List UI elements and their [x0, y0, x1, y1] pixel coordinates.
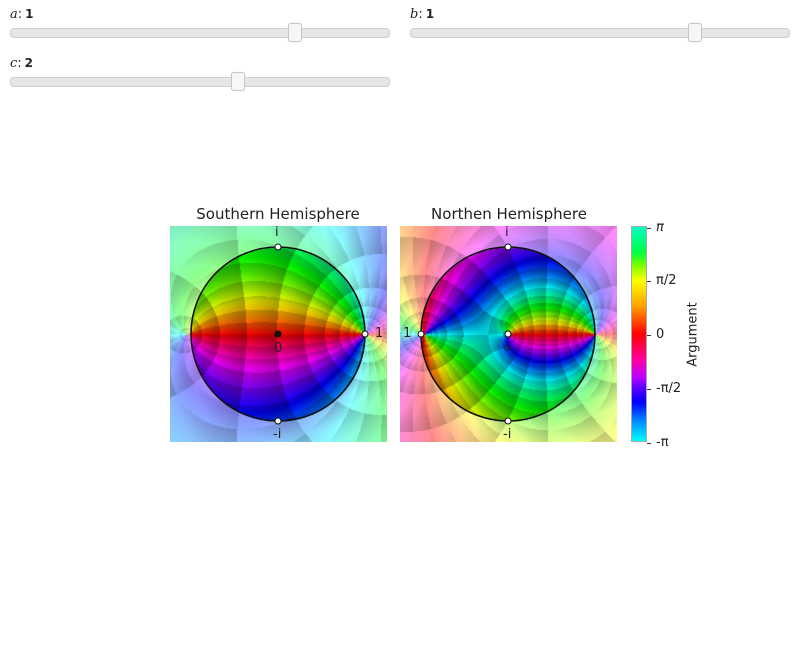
- colorbar: [631, 226, 647, 442]
- slider-a-var: a: [10, 7, 18, 22]
- slider-a-value: 1: [25, 7, 34, 21]
- south-label-i: i: [275, 225, 279, 240]
- south-point-minus-i: [274, 417, 282, 425]
- colorbar-tick-minus-pi: -π: [647, 435, 669, 450]
- north-plot: [400, 226, 617, 442]
- north-label-infinity: ∞: [503, 341, 514, 356]
- south-label-minus-i: -i: [273, 427, 282, 442]
- south-plot: [170, 226, 387, 442]
- slider-b-value: 1: [425, 7, 435, 21]
- north-plot-title: Northen Hemisphere: [431, 205, 587, 223]
- slider-c-handle[interactable]: [230, 72, 245, 91]
- north-point-minus-i: [504, 417, 512, 425]
- slider-c: c: 2: [10, 54, 390, 91]
- colorbar-tick-minus-half-pi: -π/2: [646, 381, 682, 396]
- slider-c-var: c: [10, 56, 18, 71]
- slider-b-handle[interactable]: [687, 23, 702, 42]
- slider-a: a: 1: [10, 5, 390, 42]
- slider-c-label: c: 2: [10, 56, 34, 71]
- slider-a-label: a: 1: [10, 7, 34, 22]
- north-label-one: 1: [403, 326, 412, 341]
- north-point-i: [504, 243, 512, 251]
- south-label-one: 1: [375, 326, 384, 341]
- north-label-i: i: [505, 225, 509, 240]
- south-plot-overlay: [190, 243, 369, 425]
- colorbar-tick-zero: 0: [646, 327, 665, 342]
- north-plot-overlay: [417, 243, 596, 425]
- slider-c-value: 2: [24, 56, 34, 70]
- slider-b-track[interactable]: [410, 23, 790, 42]
- south-point-one: [361, 330, 369, 338]
- colorbar-tick-pi: π: [647, 220, 664, 235]
- slider-a-track[interactable]: [10, 23, 390, 42]
- slider-b: b: 1: [410, 5, 790, 42]
- slider-c-track[interactable]: [10, 72, 390, 91]
- north-point-infinity: [504, 330, 512, 338]
- slider-b-var: b: [410, 7, 419, 22]
- south-point-zero: [274, 330, 282, 338]
- colorbar-tick-half-pi: π/2: [646, 273, 677, 288]
- south-label-zero: 0: [274, 341, 283, 356]
- north-label-minus-i: -i: [503, 427, 512, 442]
- colorbar-title: Argument: [685, 302, 701, 367]
- south-point-i: [274, 243, 282, 251]
- south-plot-title: Southern Hemisphere: [196, 205, 360, 223]
- slider-b-label: b: 1: [410, 7, 435, 22]
- north-point-one: [417, 330, 425, 338]
- slider-a-handle[interactable]: [287, 23, 302, 42]
